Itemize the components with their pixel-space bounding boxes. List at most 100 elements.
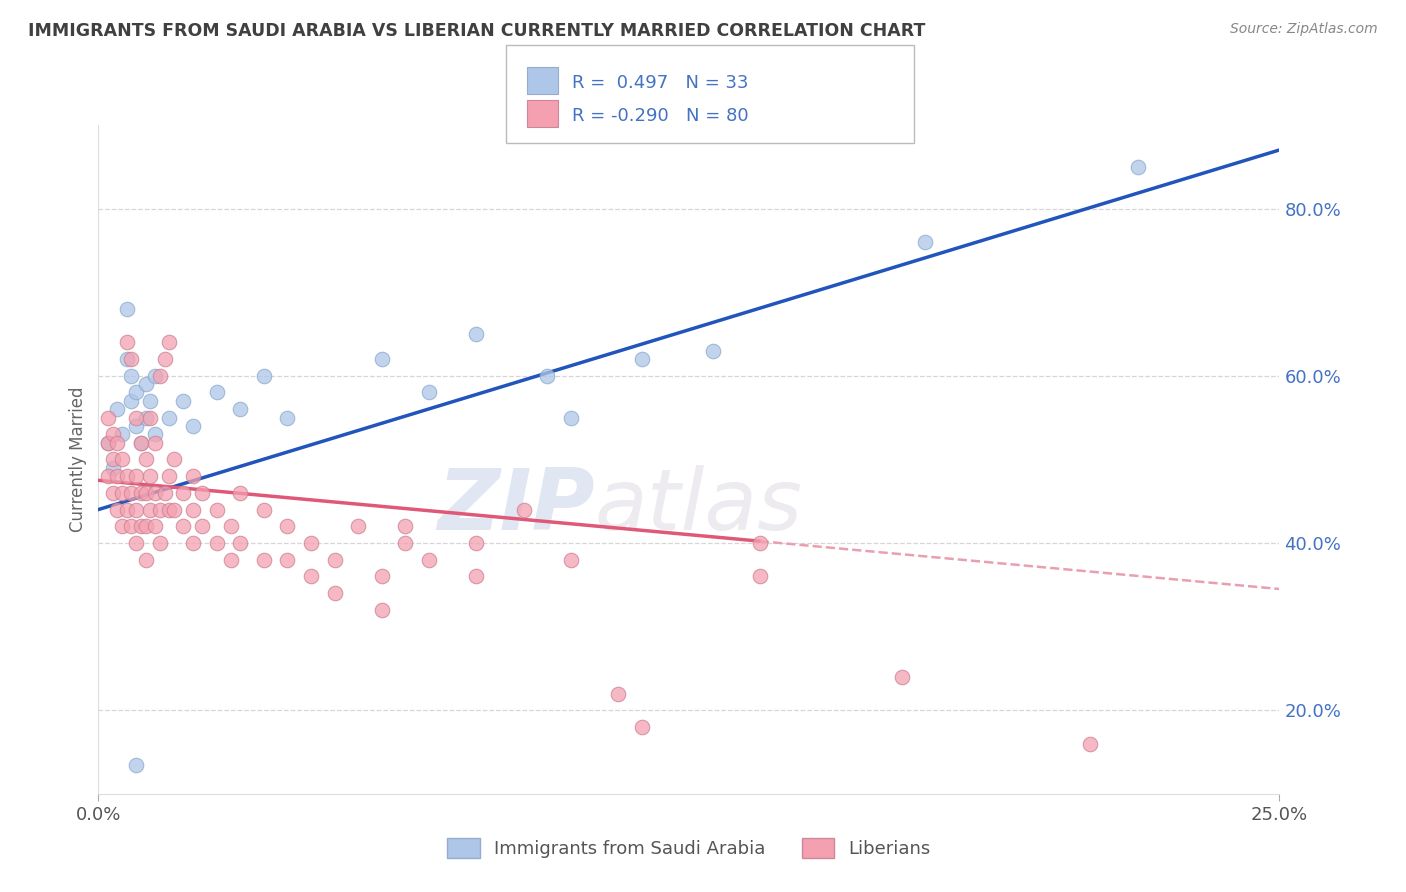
Point (139, 469, 162, 483)
Point (205, 385, 228, 400)
Point (418, 552, 440, 567)
Point (115, 502, 138, 516)
Point (465, 536, 488, 550)
Point (191, 485, 214, 500)
Point (163, 452, 186, 467)
Point (129, 435, 152, 450)
Text: ZIP: ZIP (437, 465, 595, 548)
Text: Source: ZipAtlas.com: Source: ZipAtlas.com (1230, 22, 1378, 37)
Point (253, 368, 276, 383)
Point (153, 485, 176, 500)
Point (105, 402, 128, 417)
Point (149, 368, 172, 383)
Point (139, 410, 162, 425)
Point (125, 536, 148, 550)
Point (125, 385, 148, 400)
Point (115, 469, 138, 483)
Point (135, 452, 157, 467)
Point (181, 502, 204, 516)
Point (111, 519, 134, 533)
Point (229, 536, 252, 550)
Point (143, 519, 166, 533)
Text: R =  0.497   N = 33: R = 0.497 N = 33 (572, 74, 749, 92)
Point (371, 351, 394, 366)
Point (149, 536, 172, 550)
Point (157, 410, 180, 425)
Point (139, 502, 162, 516)
Text: R = -0.290   N = 80: R = -0.290 N = 80 (572, 107, 749, 125)
Point (253, 552, 276, 567)
Point (560, 410, 582, 425)
Point (914, 235, 936, 249)
Point (125, 502, 148, 516)
Point (630, 351, 652, 366)
Point (172, 485, 194, 500)
Point (111, 485, 134, 500)
Point (143, 485, 166, 500)
Point (172, 393, 194, 408)
Text: IMMIGRANTS FROM SAUDI ARABIA VS LIBERIAN CURRENTLY MARRIED CORRELATION CHART: IMMIGRANTS FROM SAUDI ARABIA VS LIBERIAN… (28, 22, 925, 40)
Point (323, 552, 346, 567)
Point (135, 519, 157, 533)
Point (111, 452, 134, 467)
Point (135, 377, 157, 392)
Point (105, 469, 128, 483)
Point (172, 519, 194, 533)
Point (101, 427, 124, 442)
Point (607, 687, 630, 701)
Point (139, 393, 162, 408)
Point (163, 502, 186, 516)
Point (101, 485, 124, 500)
Point (97, 410, 120, 425)
Point (111, 427, 134, 442)
Point (890, 670, 912, 684)
Point (418, 385, 440, 400)
Point (748, 536, 770, 550)
Point (219, 552, 242, 567)
Point (276, 552, 298, 567)
Point (143, 435, 166, 450)
Point (394, 536, 416, 550)
Point (465, 326, 488, 341)
Point (97, 469, 120, 483)
Point (229, 402, 252, 417)
Point (125, 757, 148, 772)
Point (115, 301, 138, 316)
Point (181, 418, 204, 433)
Point (101, 452, 124, 467)
Point (299, 536, 322, 550)
Point (371, 603, 394, 617)
Point (205, 536, 228, 550)
Point (125, 469, 148, 483)
Point (371, 569, 394, 583)
Point (153, 351, 176, 366)
Point (129, 435, 152, 450)
Point (191, 519, 214, 533)
Point (276, 410, 298, 425)
Point (253, 502, 276, 516)
Point (121, 351, 143, 366)
Point (121, 393, 143, 408)
Point (157, 502, 180, 516)
Point (129, 519, 152, 533)
Point (101, 460, 124, 475)
Point (394, 519, 416, 533)
Point (748, 569, 770, 583)
Point (129, 485, 152, 500)
Point (205, 502, 228, 516)
Point (512, 502, 534, 516)
Point (125, 418, 148, 433)
Point (135, 410, 157, 425)
Point (702, 343, 724, 358)
Point (115, 335, 138, 350)
Point (157, 469, 180, 483)
Point (135, 552, 157, 567)
Point (630, 720, 652, 734)
Point (115, 351, 138, 366)
Point (347, 519, 370, 533)
Point (105, 502, 128, 516)
Point (181, 469, 204, 483)
Point (323, 586, 346, 600)
Point (143, 427, 166, 442)
Point (121, 368, 143, 383)
